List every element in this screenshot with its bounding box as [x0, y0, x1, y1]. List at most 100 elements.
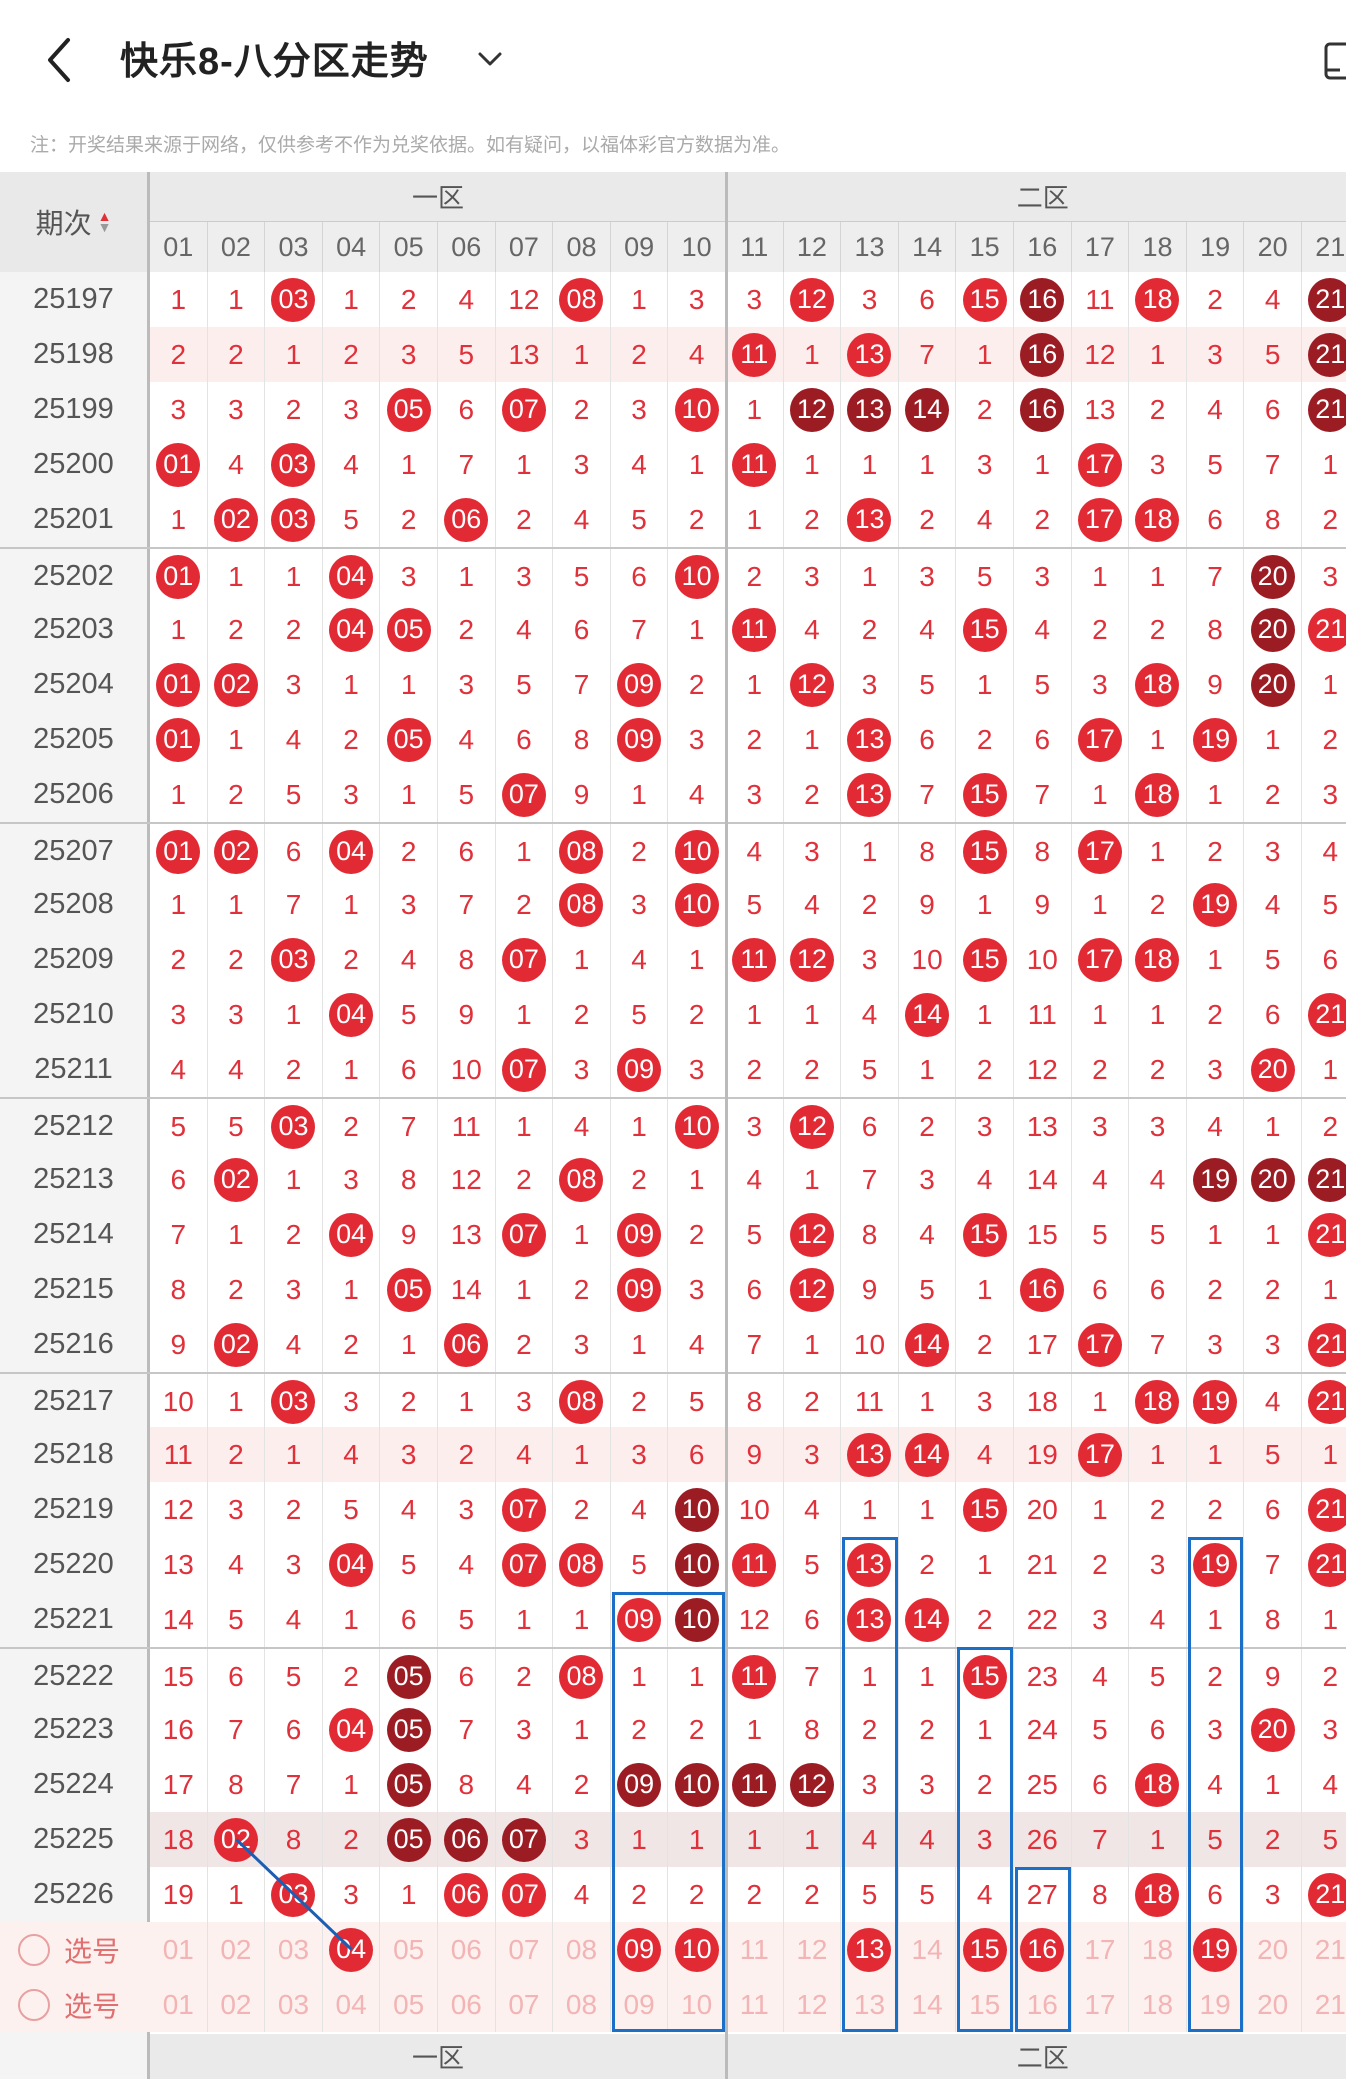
- number-cell: 4: [438, 712, 496, 767]
- number-cell: 18: [1129, 657, 1187, 712]
- row-cells: 3 3 1 04 5 9 1 2 5 2 1 1 4 14 1 11 1 1 2 6 21: [150, 987, 1346, 1042]
- number-cell: 2: [668, 492, 726, 547]
- number-cell: 8: [1244, 1592, 1302, 1647]
- issue-number: 25205: [33, 723, 114, 755]
- drawn-ball: 13: [847, 717, 892, 762]
- column-header: 21: [1302, 222, 1346, 272]
- number-cell: 12: [784, 657, 842, 712]
- number-cell: 4: [208, 1042, 266, 1097]
- number-cell: 7: [726, 1317, 784, 1372]
- number-cell: 8: [438, 1757, 496, 1812]
- number-cell: 10: [668, 1592, 726, 1647]
- number-cell: 2: [323, 1649, 381, 1704]
- drawn-ball: 07: [501, 1047, 546, 1092]
- number-cell: 5: [1014, 657, 1072, 712]
- number-cell: 2: [1129, 1482, 1187, 1537]
- number-cell: 2: [208, 767, 266, 822]
- number-cell: 05: [380, 382, 438, 437]
- number-cell: 17: [1072, 492, 1130, 547]
- table-row: 25212 5 5 03 2 7 11 1 4 1 10 3 12 6 2 3 13 3 3 4 1 2: [0, 1097, 1346, 1154]
- number-cell: 5: [380, 1537, 438, 1592]
- number-cell: 21: [1302, 382, 1346, 437]
- select-cells[interactable]: 01 02 03 04 05 06 07 08 09 10 11 12 13 14 15 16 17 18 19 20…: [150, 1922, 1346, 1977]
- number-cell: 01: [150, 824, 208, 879]
- number-cell: 2: [1129, 1042, 1187, 1097]
- drawn-ball: 18: [1135, 772, 1180, 817]
- number-cell: 1: [841, 437, 899, 492]
- number-cell: 18: [1129, 1922, 1187, 1977]
- select-toggle[interactable]: 选号: [18, 1922, 148, 1977]
- number-cell: 1: [956, 1262, 1014, 1317]
- number-cell: 2: [899, 1702, 957, 1757]
- drawn-ball: 02: [213, 1322, 258, 1367]
- number-cell: 2: [1014, 492, 1072, 547]
- row-cells: 2 2 03 2 4 8 07 1 4 1 11 12 3 10 15 10 17 18 1 5 6: [150, 932, 1346, 987]
- number-cell: 4: [438, 1537, 496, 1592]
- drawn-ball: 06: [444, 497, 489, 542]
- number-cell: 6: [1129, 1702, 1187, 1757]
- number-cell: 19: [1014, 1427, 1072, 1482]
- number-cell: 14: [899, 1427, 957, 1482]
- number-cell: 4: [553, 492, 611, 547]
- issue-number: 25209: [33, 943, 114, 975]
- number-cell: 07: [496, 382, 554, 437]
- sort-icon[interactable]: ▲ ▼: [97, 208, 112, 235]
- number-cell: 6: [784, 1592, 842, 1647]
- number-cell: 5: [438, 327, 496, 382]
- issue-header[interactable]: 期次 ▲ ▼: [0, 172, 147, 272]
- select-toggle[interactable]: 选号: [18, 1977, 148, 2032]
- number-cell: 10: [668, 1099, 726, 1154]
- chevron-down-icon[interactable]: [470, 40, 510, 80]
- number-cell: 25: [1014, 1757, 1072, 1812]
- drawn-ball: 20: [1250, 1707, 1295, 1752]
- number-cell: 2: [208, 327, 266, 382]
- number-cell: 3: [1302, 1702, 1346, 1757]
- drawn-ball: 02: [213, 497, 258, 542]
- column-header: 16: [1014, 222, 1072, 272]
- back-arrow-icon[interactable]: [38, 30, 82, 90]
- number-cell: 19: [1187, 712, 1245, 767]
- number-cell: 1: [1302, 657, 1346, 712]
- number-cell: 4: [956, 1867, 1014, 1922]
- number-cell: 1: [668, 602, 726, 657]
- number-cell: 2: [726, 1042, 784, 1097]
- number-cell: 5: [323, 492, 381, 547]
- number-cell: 3: [668, 272, 726, 327]
- radio-circle-icon[interactable]: [18, 1988, 50, 2021]
- number-cell: 3: [553, 1812, 611, 1867]
- row-cells: 12 3 2 5 4 3 07 2 4 10 10 4 1 1 15 20 1 2 2 6 21: [150, 1482, 1346, 1537]
- number-cell: 07: [496, 1977, 554, 2032]
- drawn-ball: 02: [213, 829, 258, 874]
- number-cell: 1: [323, 877, 381, 932]
- number-cell: 1: [726, 657, 784, 712]
- radio-circle-icon[interactable]: [18, 1933, 50, 1966]
- number-cell: 5: [150, 1099, 208, 1154]
- number-cell: 1: [784, 437, 842, 492]
- screen-icon[interactable]: [1318, 40, 1346, 82]
- number-cell: 2: [956, 712, 1014, 767]
- number-cell: 08: [553, 1374, 611, 1429]
- number-cell: 9: [150, 1317, 208, 1372]
- drawn-ball: 09: [617, 1762, 662, 1807]
- select-row[interactable]: 选号 01 02 03 04 05 06 07 08 09 10 11 12 13 14 15 16 17 18 19…: [0, 1922, 1346, 1977]
- number-cell: 7: [899, 767, 957, 822]
- row-cells: 01 4 03 4 1 7 1 3 4 1 11 1 1 1 3 1 17 3 5 7 1: [150, 437, 1346, 492]
- select-cells[interactable]: 01 02 03 04 05 06 07 08 09 10 11 12 13 14 15 16 17 18 19 20…: [150, 1977, 1346, 2032]
- number-cell: 08: [553, 1922, 611, 1977]
- number-cell: 1: [611, 1812, 669, 1867]
- number-cell: 2: [265, 1482, 323, 1537]
- number-cell: 3: [1302, 767, 1346, 822]
- issue-number: 25216: [33, 1328, 114, 1360]
- table-row: 25211 4 4 2 1 6 10 07 3 09 3 2 2 5 1 2 12 2 2 3 20 1: [0, 1042, 1346, 1097]
- number-cell: 7: [150, 1207, 208, 1262]
- number-cell: 09: [611, 657, 669, 712]
- number-cell: 3: [1187, 327, 1245, 382]
- drawn-ball: 11: [732, 442, 777, 487]
- issue-number: 25218: [33, 1438, 114, 1470]
- number-cell: 1: [611, 1317, 669, 1372]
- number-cell: 12: [784, 272, 842, 327]
- drawn-ball: 09: [617, 717, 662, 762]
- number-cell: 2: [553, 382, 611, 437]
- number-cell: 3: [496, 549, 554, 604]
- select-row[interactable]: 选号 01 02 03 04 05 06 07 08 09 10 11 12 13 14 15 16 17 18 19…: [0, 1977, 1346, 2032]
